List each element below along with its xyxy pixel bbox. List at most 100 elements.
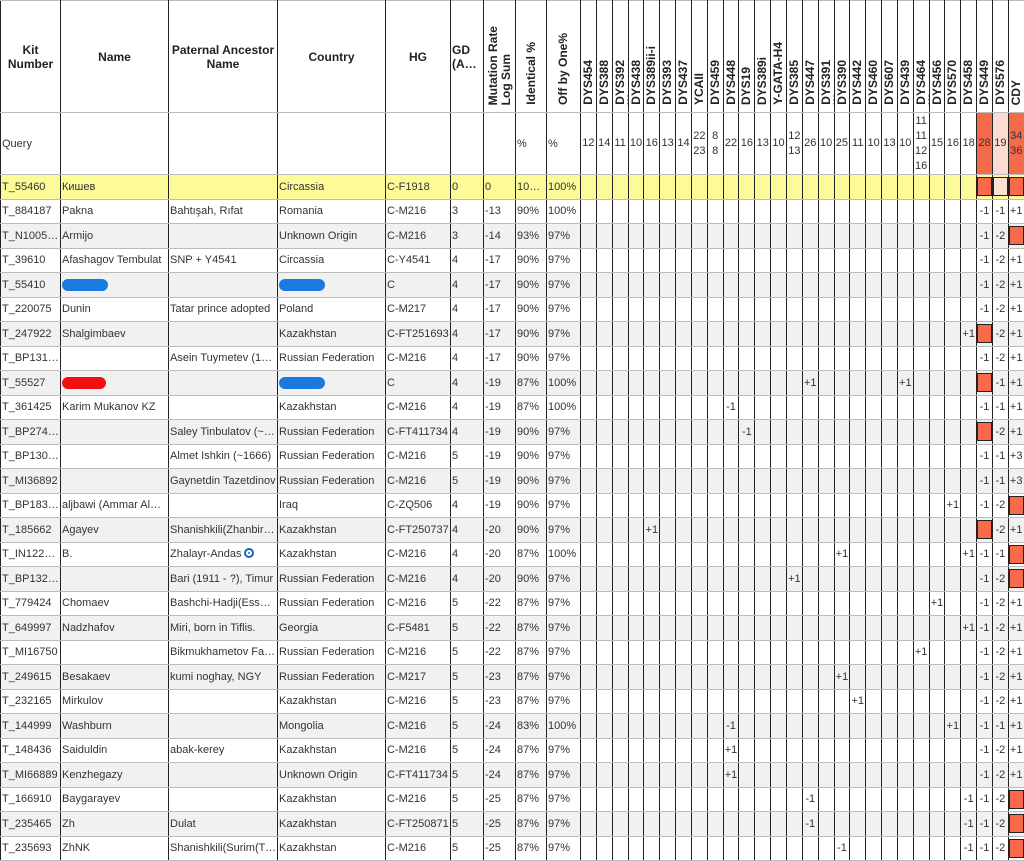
off-by-one-cell: 97%: [547, 787, 581, 812]
header-marker-dys456[interactable]: DYS456: [929, 1, 945, 113]
marker-cell-ycaii: [691, 175, 707, 200]
header-marker-dys448[interactable]: DYS448: [723, 1, 739, 113]
header-marker-y-gata-h4[interactable]: Y-GATA-H4: [771, 1, 787, 113]
marker-cell-dys388: [596, 665, 612, 690]
marker-cell-dys438: [628, 371, 644, 396]
header-marker-dys389ii-i[interactable]: DYS389ii-i: [644, 1, 660, 113]
header-marker-dys392[interactable]: DYS392: [612, 1, 628, 113]
country-cell: Kazakhstan: [278, 518, 386, 543]
header-marker-dys385[interactable]: DYS385: [786, 1, 802, 113]
haplogroup-cell: C-F1918: [386, 175, 451, 200]
header-marker-dys393[interactable]: DYS393: [660, 1, 676, 113]
mismatch-highlight: [977, 324, 992, 343]
header-marker-dys576[interactable]: DYS576: [992, 1, 1008, 113]
haplogroup-cell: C-M217: [386, 297, 451, 322]
header-mutation-rate[interactable]: Mutation Rate Log Sum: [484, 1, 516, 113]
header-marker-dys439[interactable]: DYS439: [897, 1, 913, 113]
marker-cell-dys458: [961, 444, 977, 469]
header-country[interactable]: Country: [278, 1, 386, 113]
marker-cell-dys607: [882, 273, 898, 298]
marker-label: DYS576: [994, 60, 1007, 105]
header-paternal-ancestor[interactable]: Paternal Ancestor Name: [169, 1, 278, 113]
table-row[interactable]: T_779424ChomaevBashchi-Hadji(Essentuki)R…: [1, 591, 1024, 616]
marker-cell-dys389ii-i: [644, 493, 660, 518]
header-name[interactable]: Name: [61, 1, 169, 113]
header-marker-dys459[interactable]: DYS459: [707, 1, 723, 113]
header-marker-dys458[interactable]: DYS458: [961, 1, 977, 113]
kit-number-cell: T_55410: [1, 273, 61, 298]
marker-cell-dys456: [929, 640, 945, 665]
marker-cell-dys456: [929, 616, 945, 641]
header-marker-ycaii[interactable]: YCAII: [691, 1, 707, 113]
header-marker-dys607[interactable]: DYS607: [882, 1, 898, 113]
marker-cell-dys388: [596, 836, 612, 861]
header-gd[interactable]: GD (Abs): [451, 1, 484, 113]
marker-cell-y-gata-h4: [771, 346, 787, 371]
header-marker-dys454[interactable]: DYS454: [581, 1, 597, 113]
marker-cell-dys389ii-i: [644, 469, 660, 494]
header-marker-dys460[interactable]: DYS460: [866, 1, 882, 113]
marker-cell-dys390: +1: [834, 665, 850, 690]
header-marker-dys570[interactable]: DYS570: [945, 1, 961, 113]
header-kit-number[interactable]: Kit Number: [1, 1, 61, 113]
marker-cell-dys393: [660, 297, 676, 322]
target-icon[interactable]: [244, 548, 254, 558]
off-by-one-cell: 100%: [547, 714, 581, 739]
header-marker-dys447[interactable]: DYS447: [802, 1, 818, 113]
header-identical[interactable]: Identical %: [516, 1, 547, 113]
marker-cell-dys449: -1: [977, 616, 993, 641]
header-marker-dys390[interactable]: DYS390: [834, 1, 850, 113]
header-marker-dys389i[interactable]: DYS389i: [755, 1, 771, 113]
marker-cell-cdy: +1: [1008, 665, 1024, 690]
marker-cell-dys438: [628, 199, 644, 224]
header-marker-dys464[interactable]: DYS464: [913, 1, 929, 113]
header-marker-dys391[interactable]: DYS391: [818, 1, 834, 113]
country-cell: Kazakhstan: [278, 322, 386, 347]
identical-cell: 87%: [516, 591, 547, 616]
header-marker-dys449[interactable]: DYS449: [977, 1, 993, 113]
marker-cell-dys390: [834, 738, 850, 763]
marker-cell-dys389i: [755, 542, 771, 567]
marker-cell-dys460: [866, 689, 882, 714]
header-marker-cdy[interactable]: CDY: [1008, 1, 1024, 113]
header-marker-dys437[interactable]: DYS437: [676, 1, 692, 113]
marker-cell-dys389ii-i: [644, 567, 660, 592]
header-marker-dys438[interactable]: DYS438: [628, 1, 644, 113]
marker-cell-dys393: [660, 395, 676, 420]
header-hg[interactable]: HG: [386, 1, 451, 113]
marker-cell-dys464: [913, 469, 929, 494]
header-marker-dys388[interactable]: DYS388: [596, 1, 612, 113]
query-value-y-gata-h4: 10: [771, 113, 787, 175]
header-marker-dys442[interactable]: DYS442: [850, 1, 866, 113]
header-marker-dys19[interactable]: DYS19: [739, 1, 755, 113]
header-off-by-one[interactable]: Off by One%: [547, 1, 581, 113]
marker-cell-y-gata-h4: [771, 297, 787, 322]
